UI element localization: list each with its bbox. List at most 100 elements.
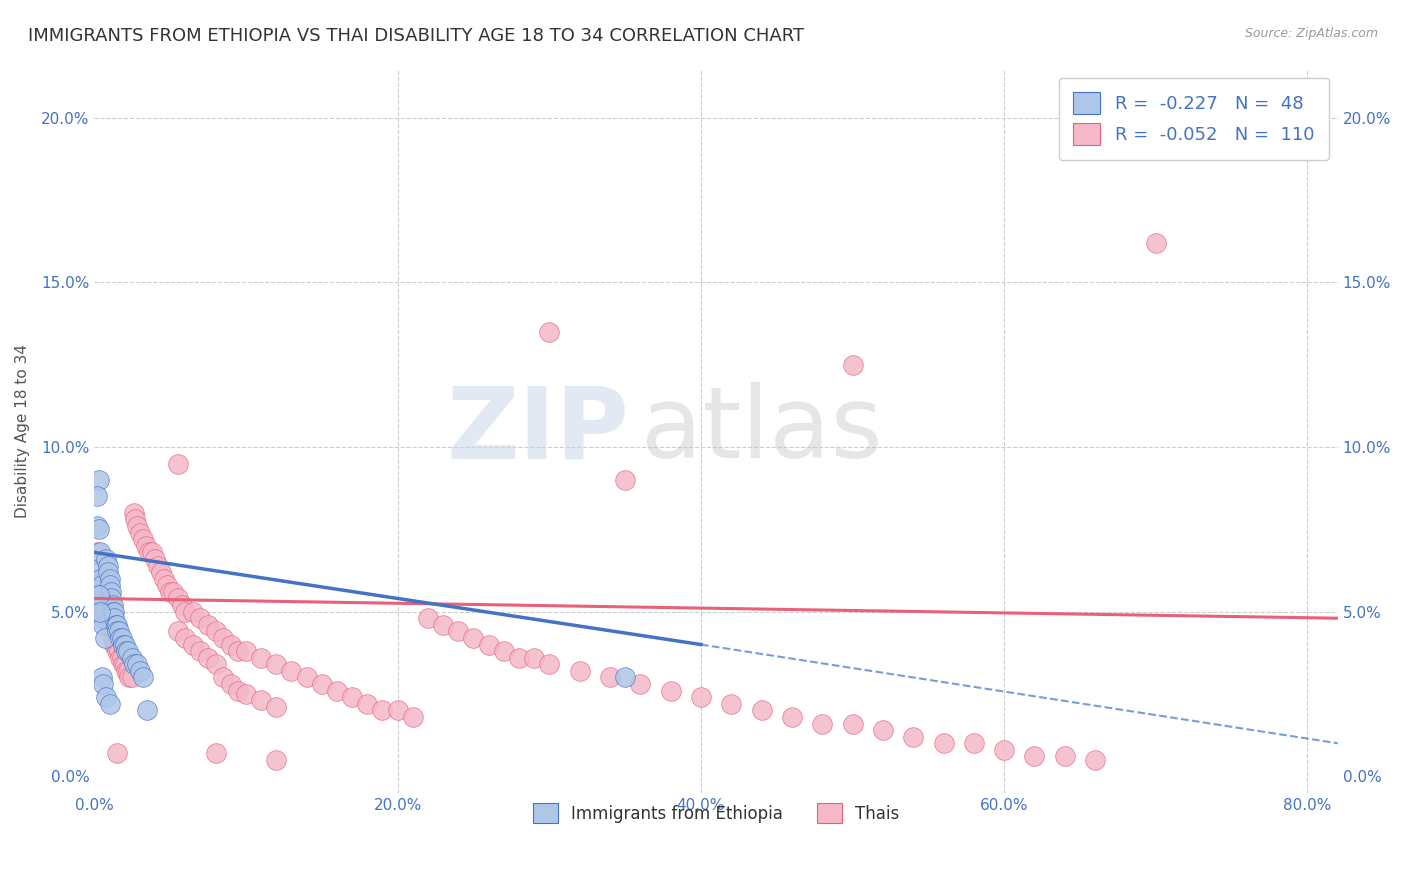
Point [98, 572, 121, 586]
Point [90, 578, 112, 592]
Y-axis label: Disability Age 18 to 34: Disability Age 18 to 34 [15, 343, 30, 517]
Point [108, 650, 131, 665]
Point [181, 638, 204, 652]
Point [101, 631, 124, 645]
Point [103, 638, 125, 652]
Point [114, 638, 136, 652]
Point [204, 657, 226, 672]
Point [89, 545, 111, 559]
Point [108, 631, 131, 645]
Point [97, 605, 120, 619]
Point [463, 631, 485, 645]
Point [104, 638, 127, 652]
Point [235, 644, 257, 658]
Point [780, 710, 803, 724]
Point [280, 664, 302, 678]
Point [94, 611, 117, 625]
Point [100, 617, 122, 632]
Point [340, 690, 363, 705]
Point [432, 617, 454, 632]
Point [614, 473, 637, 487]
Point [266, 753, 288, 767]
Point [146, 558, 169, 573]
Point [492, 644, 515, 658]
Point [841, 358, 863, 372]
Point [105, 617, 128, 632]
Point [538, 657, 561, 672]
Point [690, 690, 713, 705]
Point [523, 650, 546, 665]
Point [266, 700, 288, 714]
Point [1084, 753, 1107, 767]
Point [90, 598, 112, 612]
Point [250, 650, 273, 665]
Legend: Immigrants from Ethiopia, Thais: Immigrants from Ethiopia, Thais [522, 791, 911, 835]
Point [568, 664, 591, 678]
Point [128, 664, 150, 678]
Point [112, 657, 135, 672]
Point [508, 650, 530, 665]
Point [387, 703, 409, 717]
Point [96, 588, 118, 602]
Point [90, 611, 112, 625]
Point [166, 624, 188, 639]
Point [150, 565, 173, 579]
Point [104, 617, 127, 632]
Point [112, 638, 135, 652]
Point [89, 588, 111, 602]
Point [599, 670, 621, 684]
Point [97, 558, 120, 573]
Point [356, 697, 378, 711]
Point [90, 588, 112, 602]
Point [105, 624, 128, 639]
Point [97, 598, 120, 612]
Point [212, 631, 235, 645]
Point [228, 683, 250, 698]
Point [121, 670, 143, 684]
Point [100, 591, 122, 606]
Point [89, 605, 111, 619]
Point [90, 670, 112, 684]
Point [87, 588, 110, 602]
Point [963, 736, 986, 750]
Point [901, 730, 924, 744]
Point [538, 325, 561, 339]
Point [117, 644, 139, 658]
Point [166, 457, 188, 471]
Text: atlas: atlas [641, 382, 883, 479]
Point [190, 611, 212, 625]
Point [156, 578, 179, 592]
Point [326, 683, 349, 698]
Point [197, 650, 219, 665]
Point [447, 624, 470, 639]
Point [1144, 235, 1167, 250]
Text: IMMIGRANTS FROM ETHIOPIA VS THAI DISABILITY AGE 18 TO 34 CORRELATION CHART: IMMIGRANTS FROM ETHIOPIA VS THAI DISABIL… [28, 27, 804, 45]
Point [87, 572, 110, 586]
Point [141, 545, 163, 559]
Point [105, 746, 128, 760]
Point [720, 697, 742, 711]
Point [197, 617, 219, 632]
Point [86, 519, 108, 533]
Point [250, 693, 273, 707]
Point [751, 703, 773, 717]
Point [628, 677, 651, 691]
Point [96, 578, 118, 592]
Point [993, 743, 1015, 757]
Point [204, 746, 226, 760]
Point [416, 611, 439, 625]
Point [174, 605, 197, 619]
Point [266, 657, 288, 672]
Point [96, 690, 118, 705]
Point [103, 605, 125, 619]
Point [86, 490, 108, 504]
Point [174, 631, 197, 645]
Text: Source: ZipAtlas.com: Source: ZipAtlas.com [1244, 27, 1378, 40]
Point [117, 664, 139, 678]
Point [125, 657, 148, 672]
Point [166, 591, 188, 606]
Point [932, 736, 955, 750]
Point [153, 572, 176, 586]
Text: ZIP: ZIP [446, 382, 628, 479]
Point [94, 631, 117, 645]
